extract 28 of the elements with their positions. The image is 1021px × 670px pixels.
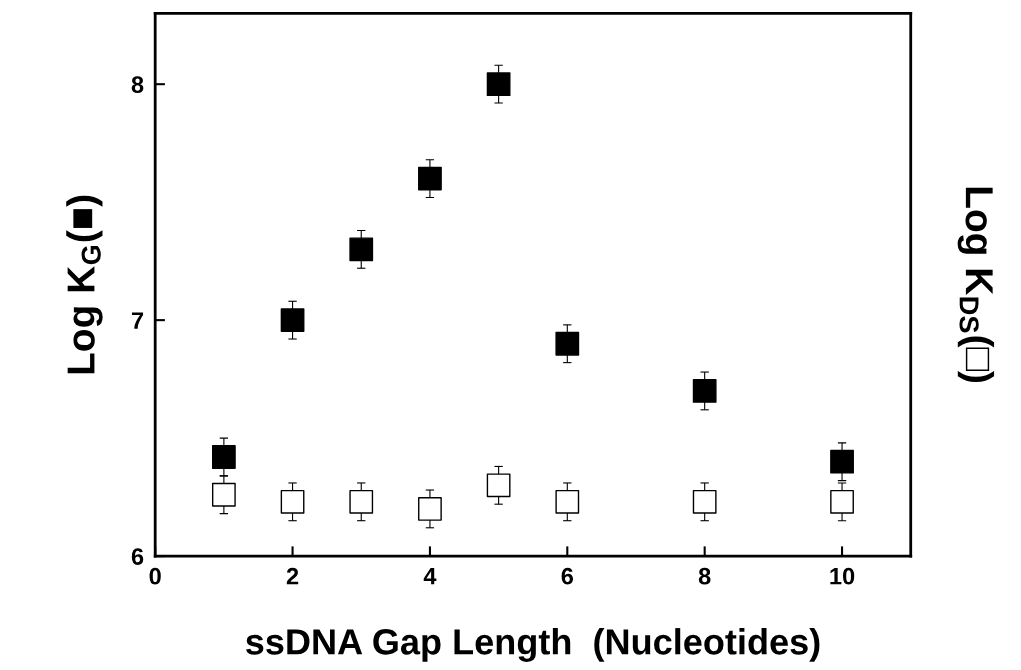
point [280,489,305,514]
point [555,331,580,356]
x-tick-label: 8 [698,567,711,585]
y2-axis-title: Log K$_{DS}$(□) [957,187,995,383]
y-tick-label: 7 [131,312,144,329]
x-axis-title: ssDNA Gap Length (Nucleotides) [246,628,820,662]
x-tick-label: 6 [561,567,574,585]
point [349,237,374,262]
point [349,489,374,514]
point [692,379,717,403]
point [211,445,236,469]
point [692,489,717,514]
point [418,166,442,191]
point [418,497,442,521]
point [280,308,305,333]
point [486,72,511,97]
point [211,482,236,507]
y-tick-label: 6 [131,548,144,565]
x-tick-label: 10 [830,567,855,585]
x-tick-label: 0 [149,567,161,585]
y-tick-label: 8 [131,76,144,93]
point [486,473,511,498]
point [555,489,580,514]
x-tick-label: 2 [286,567,299,585]
y-axis-title: Log K$_{G}$(■) [66,195,103,374]
point [830,489,854,514]
point [830,449,854,474]
x-tick-label: 4 [423,568,437,585]
